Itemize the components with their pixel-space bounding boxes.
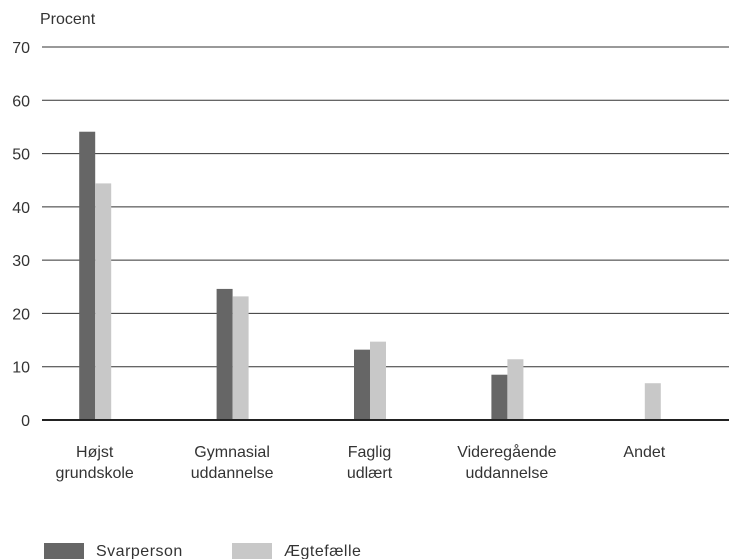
legend: Svarperson Ægtefælle	[44, 543, 361, 559]
x-category-label-line: Andet	[623, 444, 665, 461]
y-tick-label: 70	[12, 40, 30, 57]
category-labels: Højst grundskole Gymnasial uddannelse Faglig…	[56, 443, 666, 482]
bar-ægtefælle-2	[370, 341, 386, 420]
y-tick-label: 40	[12, 200, 30, 217]
x-category-label-line: Videregående	[457, 443, 556, 461]
x-category-label: Gymnasial uddannelse	[191, 444, 274, 482]
x-category-label-line: Højst	[76, 444, 114, 461]
x-category-label: Andet	[623, 444, 665, 461]
bar-ægtefælle-4	[644, 383, 661, 420]
y-tick-label: 50	[12, 147, 30, 164]
legend-label-1: Ægtefælle	[284, 543, 361, 559]
bar-ægtefælle-3	[507, 359, 524, 420]
bar-svarperson-1	[216, 288, 233, 420]
bar-svarperson-2	[354, 349, 370, 420]
y-axis-ticks: 0 10 20 30 40 50 60 70	[12, 40, 30, 430]
x-category-label-line: uddannelse	[191, 465, 274, 482]
bar-ægtefælle-0	[95, 183, 112, 420]
bar-svarperson-3	[491, 374, 508, 420]
y-tick-label: 20	[12, 306, 30, 323]
y-tick-label: 0	[21, 413, 30, 430]
legend-label-0: Svarperson	[96, 543, 183, 559]
x-category-label-line: Faglig	[348, 444, 392, 461]
x-category-label: Faglig udlært	[347, 444, 393, 482]
bars	[79, 131, 661, 420]
x-category-label-line: uddannelse	[466, 465, 549, 482]
gridlines	[42, 46, 729, 368]
y-tick-label: 10	[12, 360, 30, 377]
y-tick-label: 60	[12, 93, 30, 110]
x-category-label-line: grundskole	[56, 465, 134, 482]
x-category-label: Videregående uddannelse	[457, 443, 556, 482]
bar-ægtefælle-1	[232, 296, 249, 420]
y-tick-label: 30	[12, 253, 30, 270]
legend-swatch-0	[44, 543, 84, 559]
x-category-label-line: Gymnasial	[194, 444, 270, 461]
x-category-label-line: udlært	[347, 465, 393, 482]
bar-svarperson-0	[79, 131, 96, 420]
x-category-label: Højst grundskole	[56, 444, 134, 482]
y-axis-label: Procent	[40, 11, 96, 28]
legend-swatch-1	[232, 543, 272, 559]
